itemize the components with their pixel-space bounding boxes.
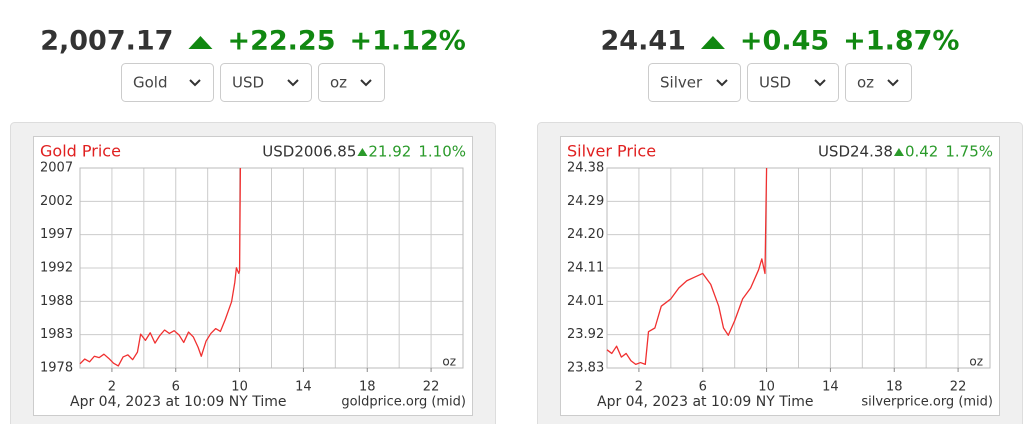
select-box[interactable]	[220, 63, 312, 102]
chart-up-arrow	[357, 148, 368, 156]
up-arrow	[188, 36, 213, 49]
y-tick-label: 2007	[40, 161, 73, 176]
select-box[interactable]	[747, 63, 839, 102]
x-tick-label: 14	[295, 380, 312, 395]
chart-title: Silver Price	[567, 142, 656, 161]
chevron	[814, 79, 826, 87]
select-box[interactable]	[121, 63, 214, 102]
up-arrow	[700, 36, 725, 49]
chart-change-percent: 1.75%	[945, 143, 993, 161]
y-tick-label: 23.83	[567, 361, 604, 376]
plot-frame	[606, 167, 991, 369]
x-tick-label: 14	[822, 380, 839, 395]
chart-price: USD24.38	[818, 143, 893, 161]
y-tick-label: 24.38	[567, 161, 604, 176]
price: 24.41	[601, 26, 686, 57]
chart-change-percent: 1.10%	[418, 143, 466, 161]
select-label: oz	[330, 74, 347, 92]
select-label: Gold	[133, 74, 168, 92]
change-percent: +1.12%	[349, 26, 465, 57]
plot-frame	[79, 167, 464, 369]
select-box[interactable]	[648, 63, 741, 102]
chevron	[716, 79, 728, 87]
chevron	[287, 79, 299, 87]
y-tick-label: 2002	[40, 194, 73, 209]
x-tick-label: 6	[699, 380, 707, 395]
y-tick-label: 24.01	[567, 294, 604, 309]
price-line	[79, 167, 242, 367]
select-label: oz	[857, 74, 874, 92]
chart-change: 21.92	[368, 143, 411, 161]
select[interactable]: Silver	[648, 63, 741, 102]
y-tick-label: 24.29	[567, 194, 604, 209]
x-tick-label: 6	[172, 380, 180, 395]
y-tick-label: 1997	[40, 227, 73, 242]
x-tick-label: 10	[231, 380, 248, 395]
select-box[interactable]	[318, 63, 385, 102]
x-tick-label: 22	[423, 380, 440, 395]
y-tick-label: 1988	[40, 294, 73, 309]
select[interactable]: oz	[318, 63, 385, 102]
price-line	[606, 167, 768, 366]
x-tick-label: 2	[635, 380, 643, 395]
price: 2,007.17	[40, 26, 173, 57]
select-label: USD	[759, 74, 791, 92]
unit-label: oz	[442, 355, 456, 369]
source: silverprice.org (mid)	[861, 395, 993, 410]
y-tick-label: 1978	[40, 361, 73, 376]
chart-change: 0.42	[905, 143, 938, 161]
y-tick-label: 23.92	[567, 327, 604, 342]
change-percent: +1.87%	[843, 26, 959, 57]
x-tick-label: 2	[108, 380, 116, 395]
select[interactable]: USD	[747, 63, 839, 102]
chart-title: Gold Price	[40, 142, 121, 161]
x-tick-label: 18	[359, 380, 376, 395]
select-label: USD	[232, 74, 264, 92]
change: +0.45	[740, 26, 829, 57]
select-label: Silver	[660, 74, 703, 92]
select-box[interactable]	[845, 63, 912, 102]
select[interactable]: USD	[220, 63, 312, 102]
y-tick-label: 1983	[40, 327, 73, 342]
chart-up-arrow	[893, 148, 904, 156]
y-tick-label: 24.11	[567, 261, 604, 276]
chevron	[887, 79, 899, 87]
timestamp: Apr 04, 2023 at 10:09 NY Time	[597, 394, 814, 410]
select[interactable]: Gold	[121, 63, 214, 102]
timestamp: Apr 04, 2023 at 10:09 NY Time	[70, 394, 287, 410]
y-tick-label: 1992	[40, 261, 73, 276]
change: +22.25	[227, 26, 335, 57]
x-tick-label: 18	[886, 380, 903, 395]
x-tick-label: 10	[758, 380, 775, 395]
chart-box	[33, 136, 473, 416]
y-tick-label: 24.20	[567, 227, 604, 242]
unit-label: oz	[969, 355, 983, 369]
chevron	[189, 79, 201, 87]
chevron	[360, 79, 372, 87]
source: goldprice.org (mid)	[341, 395, 466, 410]
chart-box	[560, 136, 1000, 416]
chart-price: USD2006.85	[262, 143, 356, 161]
x-tick-label: 22	[950, 380, 967, 395]
select[interactable]: oz	[845, 63, 912, 102]
